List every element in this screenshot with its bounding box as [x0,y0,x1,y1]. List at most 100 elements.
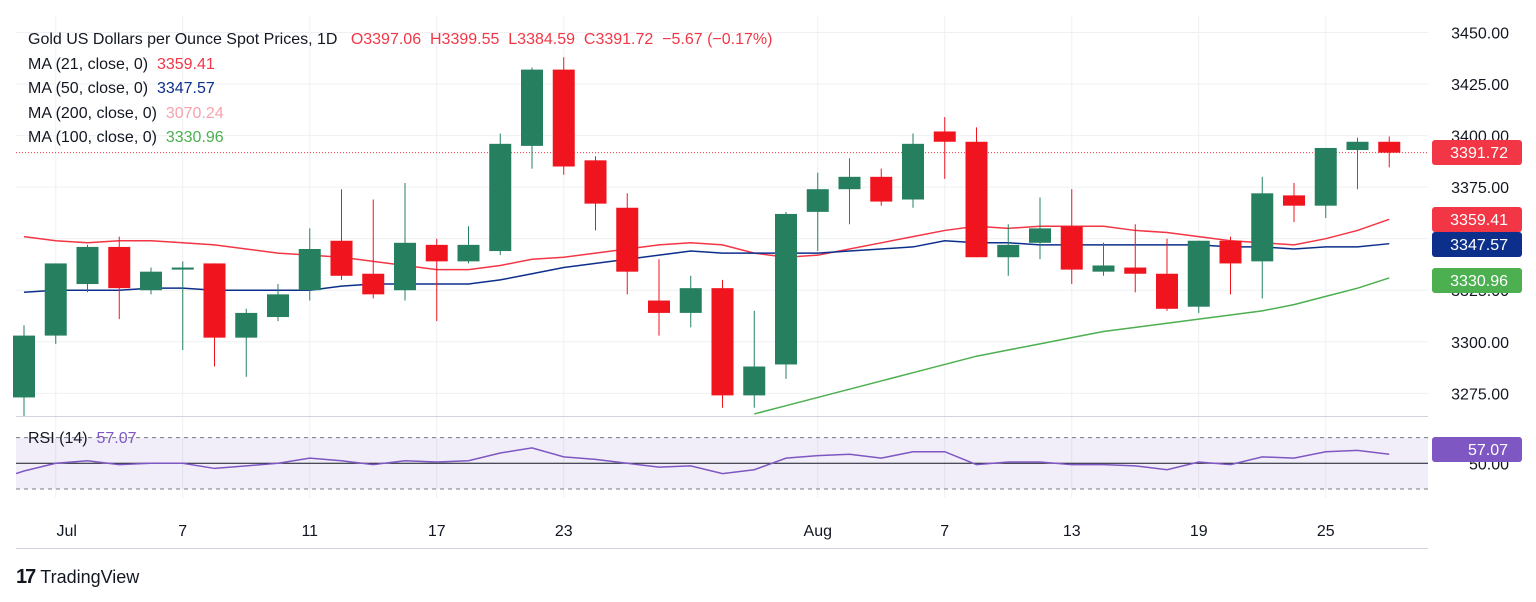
candle-body [1124,267,1147,274]
ma100-label: MA (100, close, 0) [28,129,157,146]
candle [171,261,194,351]
candle [933,117,956,179]
open-value: O3397.06 [350,31,422,48]
ma50-legend[interactable]: MA (50, close, 0) 3347.57 [28,77,772,102]
price-tag-text: 3330.96 [1450,273,1508,290]
candle [1283,183,1305,223]
candle-body [1283,195,1305,206]
price-tag: 3330.96 [1432,268,1522,293]
candle-body [298,248,321,291]
y-tick-label: 3425.00 [1451,77,1509,94]
ohlc-legend: Gold US Dollars per Ounce Spot Prices, 1… [28,28,772,53]
candle [616,193,639,295]
candle-body [1219,240,1242,264]
candle-body [394,242,416,291]
candle [838,158,861,225]
price-tag-bg [1432,232,1522,257]
ma21-legend[interactable]: MA (21, close, 0) 3359.41 [28,53,772,78]
candle [806,172,829,252]
x-tick-label: 7 [178,523,187,540]
brand-name: TradingView [40,567,140,587]
candle-body [1092,265,1115,272]
ma200-legend[interactable]: MA (200, close, 0) 3070.24 [28,102,772,127]
candle-body [838,176,861,190]
candle [203,263,226,367]
candle [1251,176,1274,299]
low-value: L3384.59 [508,31,575,48]
ma-line-500 [23,239,1390,294]
candle-body [44,263,67,336]
ma100-value: 3330.96 [165,129,224,146]
candle-body [711,288,734,396]
close-value: C3391.72 [583,31,654,48]
rsi-tag: 57.07 [1432,437,1522,462]
symbol-title: Gold US Dollars per Ounce Spot Prices, 1… [28,31,338,48]
candle [298,228,321,301]
candle-body [203,263,226,338]
candle [965,127,988,258]
rsi-legend[interactable]: RSI (14) 57.07 [28,430,137,448]
candle [1187,240,1210,313]
ma50-value: 3347.57 [156,80,215,97]
chart-legend: Gold US Dollars per Ounce Spot Prices, 1… [28,28,772,151]
candle [775,211,797,379]
candle-body [171,267,194,270]
price-tag-text: 3347.57 [1450,237,1508,254]
candle [1029,197,1051,260]
ma50-label: MA (50, close, 0) [28,80,149,97]
candle-body [235,312,258,338]
price-tag-text: 3359.41 [1450,212,1508,229]
candle-body [1187,240,1210,307]
ma100-legend[interactable]: MA (100, close, 0) 3330.96 [28,126,772,151]
price-tag-text: 3391.72 [1450,145,1508,162]
candle-body [457,244,480,262]
candle [902,133,924,208]
tradingview-brand[interactable]: 17 TradingView [16,566,139,589]
y-tick-label: 3300.00 [1451,335,1509,352]
candle-body [1314,147,1337,206]
candle [362,199,385,299]
candle-body [76,246,99,285]
x-tick-label: 7 [940,523,949,540]
candle [140,267,162,295]
candle-body [552,69,575,167]
candle [743,310,766,408]
x-tick-label: 19 [1190,523,1208,540]
rsi-value: 57.07 [96,430,137,447]
candle-body [489,143,512,252]
candle-body [108,246,131,289]
rsi-pane [15,437,1428,490]
x-tick-label: 17 [428,523,446,540]
time-axis: Jul 7 11 17 23 Aug 7 13 19 25 [57,523,1335,540]
candle-body [965,141,988,258]
candle-body [1060,226,1083,270]
candle-body [330,240,353,276]
x-tick-label: 11 [301,523,318,540]
high-value: H3399.55 [429,31,500,48]
candle-body [13,335,35,398]
ma200-label: MA (200, close, 0) [28,104,157,122]
candle [489,133,512,256]
candle [711,279,734,408]
candle-body [584,160,607,204]
candle [584,156,607,231]
price-tag: 3391.72 [1432,140,1522,165]
ma-line-210 [23,218,1390,271]
candle-body [521,69,543,146]
candle-body [933,131,956,142]
candle-body [362,273,385,295]
candle [1378,136,1401,168]
rsi-line [15,447,1390,475]
y-tick-label: 3450.00 [1451,25,1509,42]
candle-body [267,294,289,318]
candles [13,57,1401,416]
price-tag: 3359.41 [1432,207,1522,232]
ma-line-100 [754,277,1390,415]
candle-body [140,271,162,291]
candle [1346,137,1369,190]
candle-body [1378,141,1401,153]
price-tag-bg [1432,268,1522,293]
candle [394,183,416,301]
candle [648,259,670,336]
